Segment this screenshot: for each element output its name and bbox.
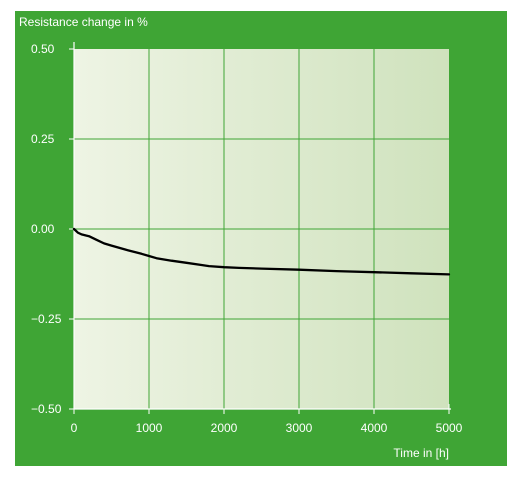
x-tick-label: 5000	[436, 421, 463, 435]
x-axis-title: Time in [h]	[393, 446, 449, 460]
y-tick-label: 0.00	[31, 222, 55, 236]
x-tick-label: 1000	[136, 421, 163, 435]
data-line	[72, 227, 451, 276]
y-tick-label: 0.50	[31, 42, 55, 56]
grid-lines	[74, 49, 449, 409]
y-tick-label: 0.25	[31, 132, 55, 146]
tick-labels: 0 1000 2000 3000 4000 5000 0.50 0.25 0.00 −0.25 −0…	[31, 42, 463, 435]
y-tick-label: −0.25	[31, 312, 62, 326]
x-tick-label: 3000	[286, 421, 313, 435]
data-series	[72, 227, 451, 276]
y-tick-label: −0.50	[31, 402, 62, 416]
chart-svg: 0 1000 2000 3000 4000 5000 0.50 0.25 0.00 −0.25 −0…	[15, 11, 507, 466]
x-tick-label: 4000	[361, 421, 388, 435]
axes	[69, 42, 451, 414]
x-tick-label: 0	[71, 421, 78, 435]
chart-panel: 0 1000 2000 3000 4000 5000 0.50 0.25 0.00 −0.25 −0…	[15, 11, 507, 466]
y-axis-title: Resistance change in %	[19, 15, 148, 29]
x-tick-label: 2000	[211, 421, 238, 435]
